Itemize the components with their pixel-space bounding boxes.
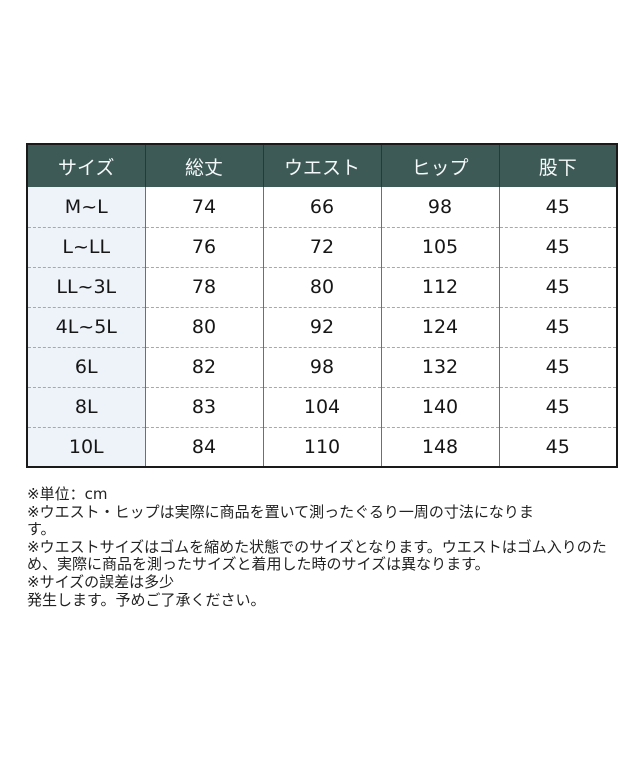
measurement-cell: 72 <box>262 226 381 267</box>
table-row: LL~3L 78 80 112 45 <box>27 266 617 307</box>
table-row: 10L 84 110 148 45 <box>27 426 617 467</box>
note-line: 発生します。予めご了承ください。 <box>27 590 266 609</box>
row-size-label: LL~3L <box>27 266 145 307</box>
note-line: ※サイズの誤差は多少 <box>27 572 175 591</box>
header-waist: ウエスト <box>262 144 381 187</box>
row-size-label: 10L <box>27 426 145 467</box>
header-hip: ヒップ <box>380 144 499 187</box>
measurement-cell: 92 <box>262 306 381 347</box>
measurement-cell: 45 <box>498 346 617 387</box>
measurement-cell: 98 <box>262 346 381 387</box>
measurement-cell: 112 <box>380 266 499 307</box>
measurement-cell: 105 <box>380 226 499 267</box>
measurement-cell: 45 <box>498 386 617 427</box>
measurement-cell: 76 <box>144 226 263 267</box>
row-size-label: 6L <box>27 346 145 387</box>
header-inseam: 股下 <box>498 144 617 187</box>
table-row: 4L~5L 80 92 124 45 <box>27 306 617 347</box>
note-line: す。 <box>27 520 56 539</box>
measurement-cell: 45 <box>498 306 617 347</box>
header-size: サイズ <box>27 144 145 187</box>
row-size-label: 8L <box>27 386 145 427</box>
measurement-cell: 66 <box>262 187 381 227</box>
row-size-label: M~L <box>27 187 145 227</box>
size-table-body: M~L 74 66 98 45 L~LL 76 72 105 45 LL~3L 78 80 112 45 4L… <box>27 187 617 467</box>
note-line: ※ウエスト・ヒップは実際に商品を置いて測ったぐるり一周の寸法になりま <box>27 502 534 521</box>
measurement-cell: 104 <box>262 386 381 427</box>
note-line: ※ウエストサイズはゴムを縮めた状態でのサイズとなります。ウエストはゴム入りのた <box>27 537 607 556</box>
measurement-cell: 124 <box>380 306 499 347</box>
table-row: 6L 82 98 132 45 <box>27 346 617 387</box>
measurement-cell: 80 <box>144 306 263 347</box>
measurement-cell: 45 <box>498 187 617 227</box>
header-row: サイズ 総丈 ウエスト ヒップ 股下 <box>27 144 617 187</box>
measurement-cell: 45 <box>498 426 617 467</box>
note-line: め、実際に商品を測ったサイズと着用した時のサイズは異なります。 <box>27 555 490 574</box>
measurement-cell: 45 <box>498 226 617 267</box>
measurement-cell: 132 <box>380 346 499 387</box>
measurement-cell: 74 <box>144 187 263 227</box>
size-table-header: サイズ 総丈 ウエスト ヒップ 股下 <box>27 144 617 187</box>
size-notes: ※単位：cm ※ウエスト・ヒップは実際に商品を置いて測ったぐるり一周の寸法になりま… <box>27 485 615 609</box>
size-table: サイズ 総丈 ウエスト ヒップ 股下 M~L 74 66 98 45 L~LL 76 72 10… <box>26 143 618 468</box>
measurement-cell: 148 <box>380 426 499 467</box>
measurement-cell: 80 <box>262 266 381 307</box>
measurement-cell: 45 <box>498 266 617 307</box>
measurement-cell: 110 <box>262 426 381 467</box>
table-row: M~L 74 66 98 45 <box>27 187 617 227</box>
measurement-cell: 140 <box>380 386 499 427</box>
measurement-cell: 83 <box>144 386 263 427</box>
table-row: 8L 83 104 140 45 <box>27 386 617 427</box>
note-line: ※単位：cm <box>27 485 108 503</box>
header-total-length: 総丈 <box>144 144 263 187</box>
measurement-cell: 98 <box>380 187 499 227</box>
row-size-label: 4L~5L <box>27 306 145 347</box>
measurement-cell: 82 <box>144 346 263 387</box>
measurement-cell: 78 <box>144 266 263 307</box>
table-row: L~LL 76 72 105 45 <box>27 226 617 267</box>
row-size-label: L~LL <box>27 226 145 267</box>
measurement-cell: 84 <box>144 426 263 467</box>
